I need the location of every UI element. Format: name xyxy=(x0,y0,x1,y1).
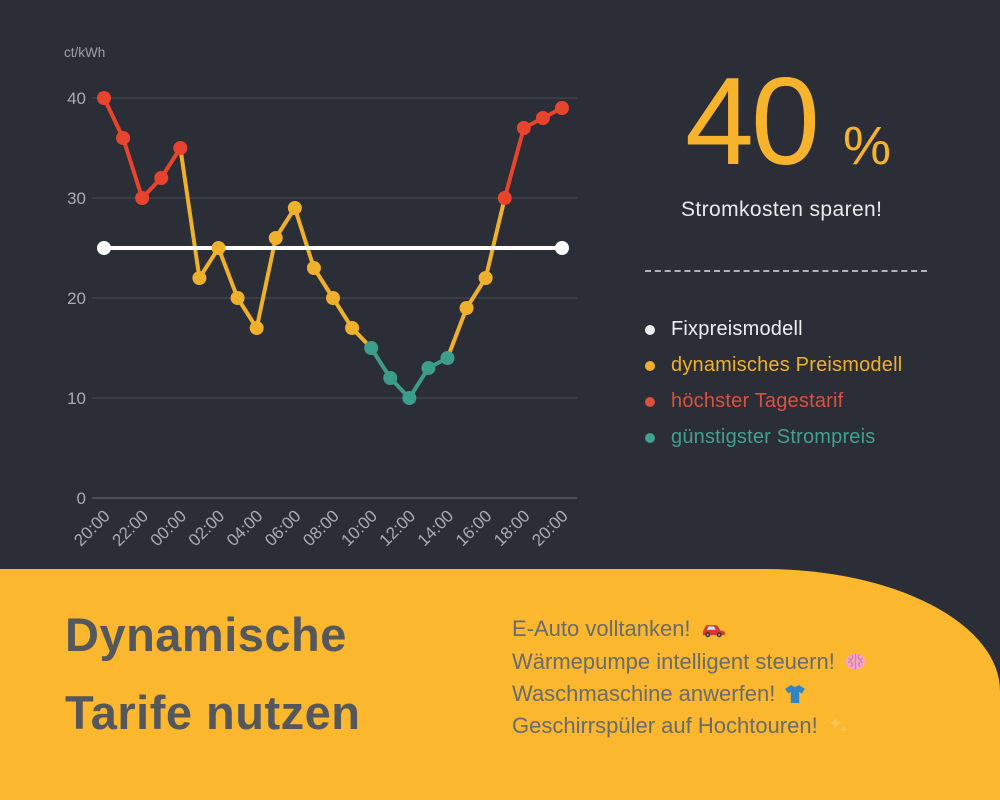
car-icon xyxy=(700,620,727,639)
dynamic-price-points xyxy=(97,91,569,405)
legend-item: günstigster Strompreis xyxy=(645,426,945,449)
svg-text:16:00: 16:00 xyxy=(452,506,496,550)
tips-list: E-Auto volltanken! Wärmepumpe intelligent… xyxy=(512,613,867,743)
tip-text: E-Auto volltanken! xyxy=(512,616,691,642)
legend-label: Fixpreismodell xyxy=(671,318,803,340)
svg-text:04:00: 04:00 xyxy=(223,506,267,550)
legend-label: günstigster Strompreis xyxy=(671,426,876,448)
tshirt-icon xyxy=(784,683,806,705)
tip-item: E-Auto volltanken! xyxy=(512,613,867,645)
savings-block: 40 % Stromkosten sparen! Fixpreismodell d… xyxy=(645,60,945,449)
tip-text: Geschirrspüler auf Hochtouren! xyxy=(512,713,818,739)
brain-icon xyxy=(844,651,867,672)
svg-text:14:00: 14:00 xyxy=(414,506,458,550)
headline: Dynamische Tarife nutzen xyxy=(65,596,360,752)
tip-item: Geschirrspüler auf Hochtouren! xyxy=(512,710,867,742)
savings-caption: Stromkosten sparen! xyxy=(681,198,883,221)
legend-bullet xyxy=(645,324,655,335)
tip-text: Waschmaschine anwerfen! xyxy=(512,680,776,706)
svg-text:30: 30 xyxy=(67,189,86,208)
svg-text:22:00: 22:00 xyxy=(108,506,152,550)
legend-bullet xyxy=(645,360,655,371)
tip-item: Wärmepumpe intelligent steuern! xyxy=(512,645,867,677)
y-axis-labels: 0 10 20 30 40 ct/kWh xyxy=(64,45,105,508)
savings-value: 40 xyxy=(685,53,820,191)
headline-line1: Dynamische xyxy=(65,608,347,661)
legend-bullet xyxy=(645,396,655,407)
price-chart: 0 10 20 30 40 ct/kWh 20:00 22:00 00:00 02:00 04:00… xyxy=(0,0,600,560)
legend-item: Fixpreismodell xyxy=(645,318,945,341)
legend-label: höchster Tagestarif xyxy=(671,390,844,412)
headline-line2: Tarife nutzen xyxy=(65,686,361,739)
x-axis-labels: 20:0022:0000:0002:0004:0006:0008:0010:00… xyxy=(70,506,572,550)
svg-text:40: 40 xyxy=(67,89,86,108)
svg-text:02:00: 02:00 xyxy=(185,506,229,550)
legend-item: dynamisches Preismodell xyxy=(645,354,945,377)
svg-text:06:00: 06:00 xyxy=(261,506,305,550)
legend-item: höchster Tagestarif xyxy=(645,390,945,413)
tip-text: Wärmepumpe intelligent steuern! xyxy=(512,648,835,674)
svg-text:20: 20 xyxy=(67,289,86,308)
savings-unit: % xyxy=(842,116,891,176)
tip-item: Waschmaschine anwerfen! xyxy=(512,678,867,710)
y-axis-unit: ct/kWh xyxy=(64,45,105,60)
svg-text:0: 0 xyxy=(77,489,86,508)
sparkles-icon xyxy=(827,715,849,737)
chart-legend: Fixpreismodell dynamisches Preismodell höc… xyxy=(645,318,945,449)
svg-text:20:00: 20:00 xyxy=(528,506,572,550)
bottom-panel: Dynamische Tarife nutzen E-Auto volltanke… xyxy=(0,569,1000,800)
svg-text:18:00: 18:00 xyxy=(490,506,534,550)
legend-bullet xyxy=(645,432,655,443)
svg-text:10:00: 10:00 xyxy=(337,506,381,550)
svg-text:12:00: 12:00 xyxy=(376,506,420,550)
dashed-divider xyxy=(645,270,927,272)
svg-text:20:00: 20:00 xyxy=(70,506,114,550)
fixed-price-series xyxy=(97,241,569,255)
line-chart: 010203040ct/kWh20:0022:0000:0002:0004:00… xyxy=(64,45,577,550)
svg-text:00:00: 00:00 xyxy=(147,506,191,550)
legend-label: dynamisches Preismodell xyxy=(671,354,903,376)
svg-text:10: 10 xyxy=(67,389,86,408)
svg-text:08:00: 08:00 xyxy=(299,506,343,550)
savings-figure: 40 % xyxy=(645,60,945,184)
